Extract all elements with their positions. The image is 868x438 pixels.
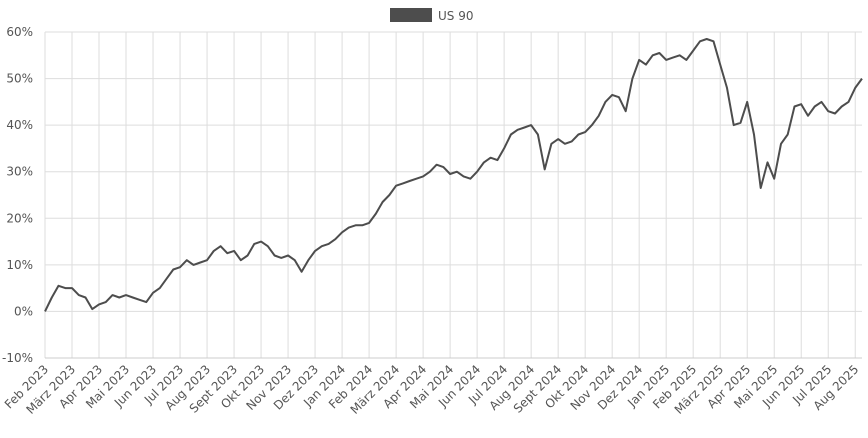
y-tick-label: 50% bbox=[6, 72, 33, 86]
y-tick-label: 20% bbox=[6, 211, 33, 225]
y-tick-label: 10% bbox=[6, 258, 33, 272]
y-tick-label: -10% bbox=[2, 351, 33, 365]
y-tick-label: 40% bbox=[6, 118, 33, 132]
legend-label: US 90 bbox=[438, 9, 473, 23]
y-tick-label: 60% bbox=[6, 25, 33, 39]
legend-swatch bbox=[390, 8, 432, 22]
series-line bbox=[44, 38, 863, 312]
y-tick-label: 30% bbox=[6, 165, 33, 179]
y-tick-label: 0% bbox=[14, 304, 33, 318]
